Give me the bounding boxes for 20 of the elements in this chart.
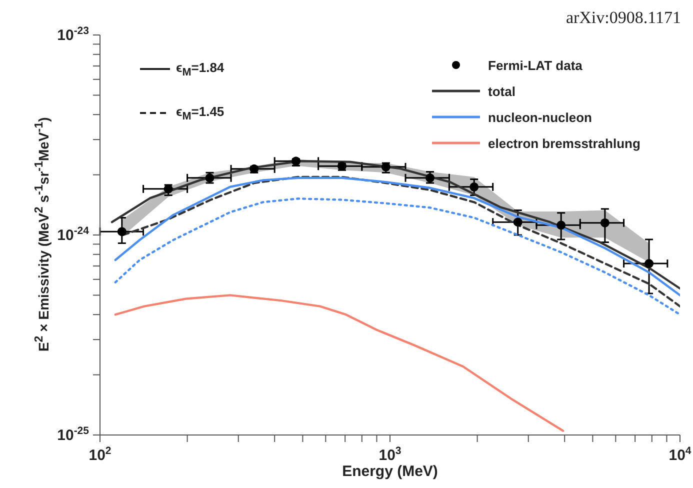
point (513, 218, 522, 227)
point (470, 182, 479, 192)
text: arXiv:0908.1171 (566, 8, 681, 28)
point (600, 218, 610, 228)
point (644, 259, 654, 268)
legend-label: electron bremsstrahlung (488, 136, 640, 150)
annotation: ϵ$_{M}$=1.45 (176, 104, 224, 123)
x-axis-title: Energy (MeV) (341, 463, 439, 480)
legend-label: Fermi-LAT data (488, 58, 582, 72)
annotation: ϵ$_{M}$=1.84 (176, 60, 224, 79)
y-tick-label: 10$^{-23}$ (57, 25, 90, 44)
x-tick-label: 10$^{4}$ (668, 445, 692, 464)
legend-label: nucleon-nucleon (488, 110, 592, 124)
legend-label: total (488, 84, 516, 98)
y-tick-label: 10$^{-25}$ (57, 425, 90, 444)
x-tick-label: 10$^{3}$ (378, 445, 402, 464)
point (117, 227, 126, 236)
y-tick-label: 10$^{-24}$ (57, 225, 90, 244)
x-tick-label: 10$^{2}$ (88, 445, 112, 464)
point (556, 220, 566, 230)
